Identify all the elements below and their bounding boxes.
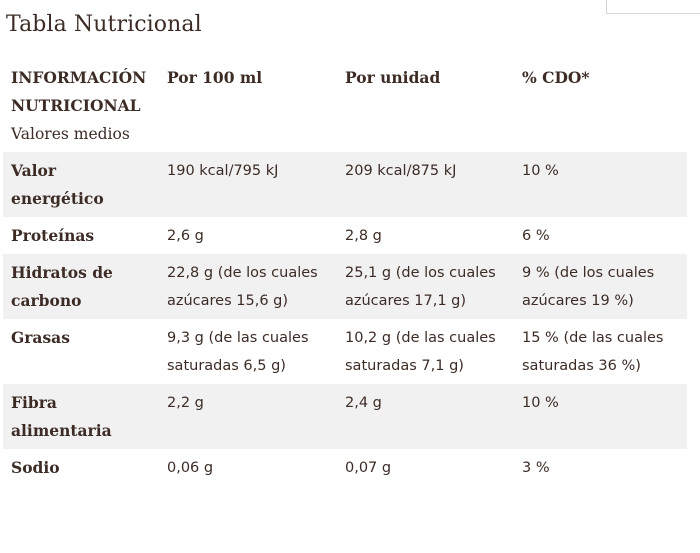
cell-per-100ml: 2,2 g [167,395,204,411]
row-label: Sodio [11,458,60,477]
cell-per-100ml: 2,6 g [167,228,204,244]
header-nutrition-info-label: INFORMACIÓN NUTRICIONAL [11,68,147,115]
row-label: Hidratos de carbono [11,263,113,310]
cell-cdo: 10 % [522,163,559,179]
cell-cdo: 15 % (de las cuales saturadas 36 %) [522,330,664,374]
header-per-100ml: Por 100 ml [167,68,263,87]
cell-per-100ml: 190 kcal/795 kJ [167,163,279,179]
header-nutrition-info: INFORMACIÓN NUTRICIONAL Valores medios [3,58,159,152]
cell-per-100ml: 0,06 g [167,460,214,476]
row-label: Grasas [11,328,70,347]
cell-per-unit: 0,07 g [345,460,392,476]
row-label: Proteínas [11,226,95,245]
table-header-row: INFORMACIÓN NUTRICIONAL Valores medios P… [3,58,687,152]
cell-per-100ml: 22,8 g (de los cuales azúcares 15,6 g) [167,265,318,309]
cell-per-unit: 209 kcal/875 kJ [345,163,457,179]
row-label: Fibra alimentaria [11,393,112,440]
page-title: Tabla Nutricional [6,12,202,37]
table-row: Proteínas 2,6 g 2,8 g 6 % [3,217,687,254]
top-right-box [606,0,700,14]
cell-cdo: 10 % [522,395,559,411]
cell-per-unit: 2,4 g [345,395,382,411]
header-per-unit: Por unidad [345,68,441,87]
header-cdo: % CDO* [522,68,590,87]
cell-cdo: 3 % [522,460,550,476]
cell-cdo: 6 % [522,228,550,244]
cell-per-100ml: 9,3 g (de las cuales saturadas 6,5 g) [167,330,309,374]
row-label: Valor energético [11,161,104,208]
table-row: Fibra alimentaria 2,2 g 2,4 g 10 % [3,384,687,449]
cell-cdo: 9 % (de los cuales azúcares 19 %) [522,265,655,309]
header-average-values: Valores medios [11,125,130,143]
cell-per-unit: 2,8 g [345,228,382,244]
table-row: Sodio 0,06 g 0,07 g 3 % [3,449,687,486]
cell-per-unit: 25,1 g (de los cuales azúcares 17,1 g) [345,265,496,309]
nutrition-table: INFORMACIÓN NUTRICIONAL Valores medios P… [3,58,687,486]
table-row: Valor energético 190 kcal/795 kJ 209 kca… [3,152,687,217]
table-row: Grasas 9,3 g (de las cuales saturadas 6,… [3,319,687,384]
cell-per-unit: 10,2 g (de las cuales saturadas 7,1 g) [345,330,496,374]
table-row: Hidratos de carbono 22,8 g (de los cuale… [3,254,687,319]
